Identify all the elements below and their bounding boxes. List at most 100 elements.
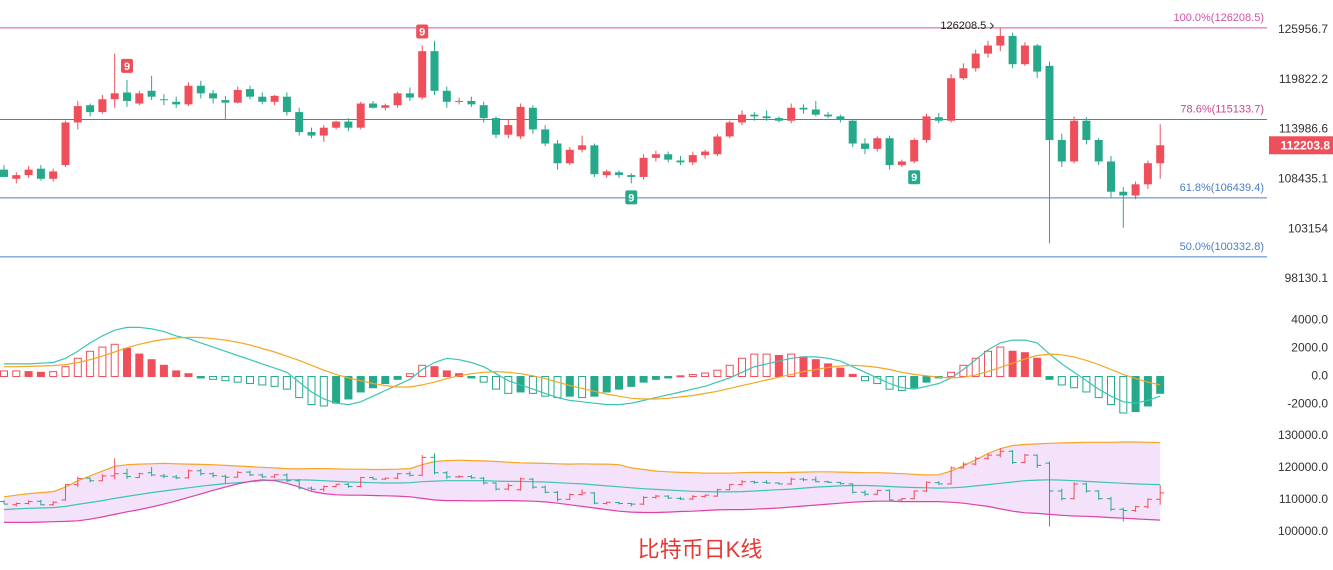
candle-body bbox=[1119, 191, 1128, 196]
y-tick-label: -2000.0 bbox=[1287, 397, 1328, 411]
candle-body bbox=[196, 85, 205, 94]
candle-body bbox=[738, 114, 746, 123]
macd-bar bbox=[270, 376, 279, 387]
macd-bar bbox=[639, 376, 648, 383]
candle-body bbox=[36, 168, 45, 179]
macd-bar bbox=[1057, 376, 1066, 386]
macd-bar bbox=[442, 370, 451, 378]
macd-bar bbox=[307, 376, 316, 406]
candle-body bbox=[627, 175, 636, 177]
macd-bar bbox=[196, 376, 205, 379]
candle-body bbox=[86, 105, 95, 113]
candle-body bbox=[787, 107, 796, 121]
macd-bar bbox=[627, 376, 636, 387]
macd-bar bbox=[369, 376, 377, 389]
macd-bar bbox=[541, 376, 550, 397]
macd-bar bbox=[922, 376, 931, 383]
candle-body bbox=[1045, 65, 1054, 140]
y-tick-label: 4000.0 bbox=[1291, 313, 1328, 327]
candle-body bbox=[528, 107, 537, 130]
candle-body bbox=[762, 116, 771, 119]
macd-bar bbox=[1143, 376, 1152, 407]
macd-bar bbox=[344, 376, 353, 400]
macd-bar bbox=[492, 376, 500, 390]
fib-label: 50.0%(100332.8) bbox=[1180, 241, 1264, 253]
macd-bar bbox=[774, 354, 783, 378]
macd-bar bbox=[123, 347, 131, 378]
candle-body bbox=[1082, 120, 1091, 140]
candle-body bbox=[147, 90, 156, 97]
macd-bar bbox=[49, 371, 58, 378]
candle-body bbox=[971, 53, 980, 69]
candle-body bbox=[996, 35, 1005, 46]
candle-body bbox=[73, 106, 82, 123]
y-tick-label: 103154 bbox=[1288, 221, 1328, 235]
macd-bar bbox=[578, 376, 587, 399]
macd-bar bbox=[1131, 376, 1140, 413]
y-tick-label: 113986.6 bbox=[1279, 122, 1328, 136]
macd-bar bbox=[590, 376, 599, 397]
macd-bar bbox=[356, 376, 365, 393]
macd-bar bbox=[1082, 376, 1091, 393]
macd-bar bbox=[762, 353, 771, 378]
candle-body bbox=[1008, 35, 1017, 65]
macd-bar bbox=[86, 350, 95, 378]
macd-bar bbox=[1045, 376, 1054, 380]
candle-body bbox=[332, 121, 341, 128]
macd-bar bbox=[381, 376, 390, 385]
macd-bar bbox=[897, 376, 906, 392]
macd-bar bbox=[725, 364, 734, 378]
candle-body bbox=[910, 139, 919, 162]
candle-body bbox=[578, 145, 587, 150]
candle-body bbox=[1143, 163, 1152, 185]
macd-bar bbox=[0, 370, 8, 378]
high-label: 126208.5 bbox=[940, 20, 986, 32]
macd-bar bbox=[430, 366, 439, 378]
macd-bar bbox=[799, 356, 808, 378]
candle-body bbox=[873, 138, 882, 149]
macd-bar bbox=[1119, 376, 1128, 414]
macd-bar bbox=[910, 376, 919, 389]
candle-body bbox=[24, 169, 33, 176]
band-line bbox=[3, 479, 1161, 511]
candle-body bbox=[897, 161, 906, 166]
y-tick-label: 98130.1 bbox=[1285, 271, 1329, 285]
macd-bar bbox=[811, 359, 820, 378]
candle-body bbox=[172, 101, 181, 105]
candle-body bbox=[602, 171, 611, 176]
macd-bar bbox=[553, 376, 562, 399]
macd-bar bbox=[1107, 376, 1115, 406]
macd-bar bbox=[73, 357, 82, 378]
candle-body bbox=[922, 116, 931, 140]
candle-body bbox=[615, 172, 623, 176]
candle-body bbox=[701, 151, 710, 156]
macd-bar bbox=[615, 376, 623, 390]
macd-bar bbox=[750, 353, 759, 378]
td-marker-box bbox=[908, 170, 921, 185]
candle-body bbox=[356, 103, 365, 128]
macd-bar bbox=[602, 376, 611, 393]
y-tick-label: 108435.1 bbox=[1278, 172, 1328, 186]
macd-bar bbox=[159, 364, 168, 378]
caption: 比特币日K线 bbox=[638, 537, 763, 562]
last-price: 112203.8 bbox=[1281, 138, 1331, 152]
candle-body bbox=[836, 116, 845, 120]
candle-body bbox=[307, 132, 316, 136]
candle-body bbox=[270, 95, 279, 102]
macd-bar bbox=[282, 376, 291, 390]
candle-body bbox=[159, 99, 168, 101]
candle-body bbox=[565, 149, 574, 164]
candle-body bbox=[676, 160, 685, 163]
macd-bar bbox=[393, 376, 402, 380]
candle-body bbox=[184, 85, 193, 105]
macd-bar bbox=[246, 376, 254, 385]
candle-body bbox=[639, 157, 648, 177]
candle-body bbox=[369, 103, 377, 108]
candle-body bbox=[947, 78, 956, 121]
candle-body bbox=[984, 45, 992, 54]
band-line bbox=[3, 441, 1161, 498]
td-marker: 9 bbox=[419, 26, 425, 38]
macd-line bbox=[4, 326, 1161, 406]
candle-body bbox=[430, 51, 439, 91]
candle-body bbox=[885, 138, 894, 166]
